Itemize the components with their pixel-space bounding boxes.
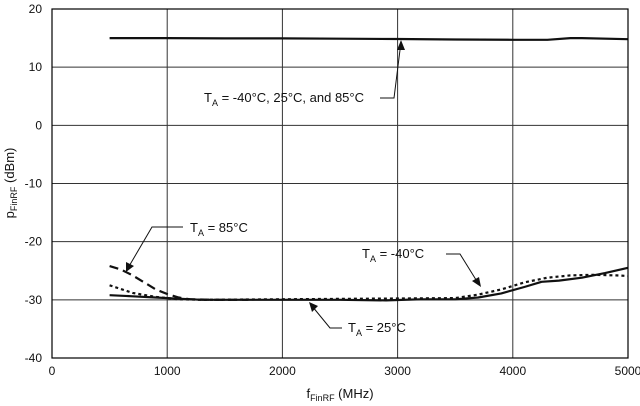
y-tick-label: 10 (29, 60, 43, 74)
series-line-2 (109, 265, 248, 301)
x-tick-label: 2000 (269, 364, 296, 378)
y-tick-label: -10 (25, 177, 43, 191)
annotation-minus40c-leader (446, 253, 479, 284)
grid (52, 9, 628, 358)
annotation-85c-arrowhead (126, 262, 134, 272)
annotation-25c: TA = 25°C (309, 302, 406, 338)
annotation-all-temps-leader (380, 41, 402, 99)
annotation-all-temps-arrowhead (397, 40, 405, 50)
annotation-25c-leader (311, 305, 342, 329)
annotation-minus40c: TA = -40°C (362, 246, 481, 287)
y-tick-label: 20 (29, 2, 43, 16)
x-tick-label: 3000 (384, 364, 411, 378)
plot-frame (51, 8, 629, 359)
annotation-minus40c-arrowhead (472, 277, 481, 287)
annotation-25c-arrowhead (309, 302, 318, 312)
x-tick-label: 1000 (154, 364, 181, 378)
annotation-85c-leader (127, 226, 183, 269)
series-line-1 (109, 266, 629, 302)
tick-labels: 0 1000 2000 3000 4000 5000 20 10 0 -10 -20 -30 -40 (25, 2, 640, 378)
y-tick-label: -30 (25, 293, 43, 307)
series-line-3 (109, 273, 629, 301)
series-layer (109, 37, 629, 302)
x-tick-label: 5000 (615, 364, 640, 378)
x-axis-title: fFinRF (MHz) (306, 386, 373, 403)
series-line-0 (109, 37, 629, 41)
annotation-25c-label: TA = 25°C (348, 320, 406, 338)
y-tick-label: -20 (25, 235, 43, 249)
annotation-85c-label: TA = 85°C (190, 220, 248, 238)
x-tick-label: 0 (49, 364, 56, 378)
x-tick-label: 4000 (499, 364, 526, 378)
annotation-minus40c-label: TA = -40°C (362, 246, 424, 264)
annotation-85c: TA = 85°C (126, 220, 248, 272)
annotation-all-temps: TA = -40°C, 25°C, and 85°C (204, 40, 405, 108)
y-tick-label: 0 (35, 118, 42, 132)
y-axis-title: pFinRF (dBm) (2, 148, 19, 219)
y-tick-label: -40 (25, 351, 43, 365)
annotation-all-temps-label: TA = -40°C, 25°C, and 85°C (204, 90, 364, 108)
